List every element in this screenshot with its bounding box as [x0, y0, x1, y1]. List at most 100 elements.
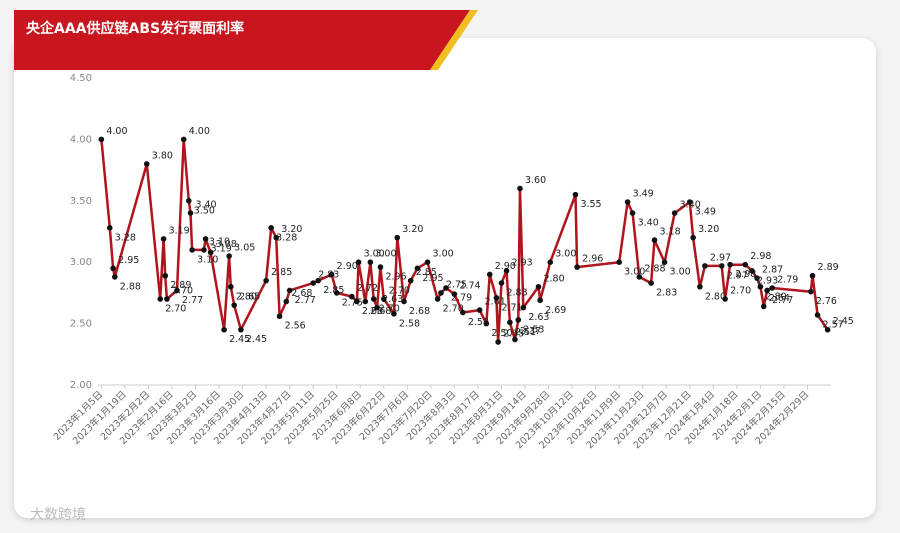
point — [636, 274, 643, 280]
point — [228, 283, 234, 290]
data-label: 2.85 — [416, 267, 437, 278]
data-label: 3.55 — [580, 199, 601, 210]
point — [157, 296, 164, 302]
point — [535, 283, 542, 290]
point — [221, 326, 227, 333]
data-label: 3.10 — [197, 254, 218, 265]
point — [394, 234, 401, 241]
data-label: 2.72 — [357, 283, 378, 294]
data-label: 2.77 — [295, 295, 316, 306]
data-label: 2.56 — [285, 321, 306, 332]
point — [370, 296, 377, 302]
point — [483, 320, 490, 327]
y-tick-label: 4.50 — [70, 73, 92, 84]
data-label: 2.98 — [750, 251, 771, 262]
data-label: 2.69 — [545, 305, 566, 316]
data-label: 2.80 — [236, 291, 257, 302]
data-label: 3.08 — [216, 239, 237, 250]
data-label: 2.37 — [520, 326, 541, 337]
data-label: 2.87 — [762, 265, 783, 276]
data-label: 3.49 — [695, 207, 716, 218]
data-label: 3.20 — [402, 224, 423, 235]
point — [629, 210, 636, 216]
data-label: 2.70 — [172, 286, 193, 297]
point — [333, 290, 340, 296]
data-label: 3.00 — [364, 249, 385, 260]
data-label: 2.97 — [710, 252, 731, 263]
data-label: 2.93 — [512, 257, 533, 268]
point — [362, 298, 369, 305]
point — [757, 283, 764, 290]
point — [515, 317, 522, 323]
watermark: 大数跨境 — [30, 507, 86, 523]
point — [328, 271, 335, 278]
data-label: 2.70 — [443, 304, 464, 315]
data-label: 2.83 — [318, 270, 339, 281]
point — [493, 295, 500, 301]
data-label: 2.57 — [823, 320, 844, 331]
data-label: 4.00 — [189, 126, 210, 137]
data-label: 3.40 — [680, 200, 701, 211]
data-label: 2.90 — [337, 261, 358, 272]
data-label: 2.45 — [229, 334, 250, 345]
data-label: 2.50 — [491, 328, 512, 339]
data-label: 3.80 — [152, 150, 173, 161]
point — [476, 307, 483, 313]
point — [438, 290, 444, 296]
data-label: 3.00 — [555, 249, 576, 260]
point — [661, 259, 668, 266]
point — [143, 161, 150, 167]
data-label: 2.51 — [515, 327, 536, 338]
point — [276, 313, 283, 320]
point — [201, 247, 207, 253]
point — [310, 280, 316, 286]
y-tick-label: 2.00 — [70, 380, 92, 391]
data-label: 2.71 — [501, 302, 522, 313]
data-label: 3.00 — [375, 249, 396, 260]
data-label: 2.63 — [382, 294, 403, 305]
data-label: 2.45 — [833, 316, 854, 327]
point — [460, 309, 466, 316]
data-label: 3.20 — [281, 224, 302, 235]
point — [824, 326, 831, 333]
point — [355, 259, 362, 266]
point — [424, 259, 431, 266]
point — [407, 277, 414, 284]
point — [808, 288, 814, 295]
point — [414, 265, 421, 272]
point — [498, 280, 505, 286]
data-label: 3.19 — [169, 225, 190, 236]
data-label: 2.88 — [644, 263, 665, 274]
data-label: 2.45 — [246, 334, 267, 345]
data-label: 2.58 — [399, 318, 420, 329]
data-label: 2.61 — [485, 297, 506, 308]
data-label: 2.98 — [735, 269, 756, 280]
point — [547, 259, 554, 266]
data-label: 2.83 — [656, 288, 677, 299]
point — [486, 271, 493, 278]
point — [722, 296, 728, 302]
point — [651, 237, 658, 243]
data-label: 3.20 — [698, 224, 719, 235]
data-label: 3.40 — [195, 200, 216, 211]
point — [443, 285, 449, 291]
point — [495, 339, 501, 345]
data-label: 2.85 — [271, 267, 292, 278]
point — [520, 304, 527, 311]
data-label: 2.63 — [528, 312, 549, 323]
point — [231, 302, 237, 308]
point — [769, 285, 775, 291]
y-tick-label: 3.50 — [70, 196, 92, 207]
y-tick-label: 4.00 — [70, 134, 92, 145]
point — [180, 136, 187, 143]
data-label: 3.10 — [209, 236, 230, 247]
data-label: 2.89 — [818, 262, 839, 273]
data-label: 3.05 — [234, 243, 255, 254]
point — [809, 272, 816, 279]
point — [286, 287, 293, 294]
point — [616, 259, 622, 266]
banner-accent — [430, 10, 478, 70]
data-label: 2.70 — [730, 286, 751, 297]
data-label: 3.19 — [211, 243, 232, 254]
point — [185, 198, 192, 204]
